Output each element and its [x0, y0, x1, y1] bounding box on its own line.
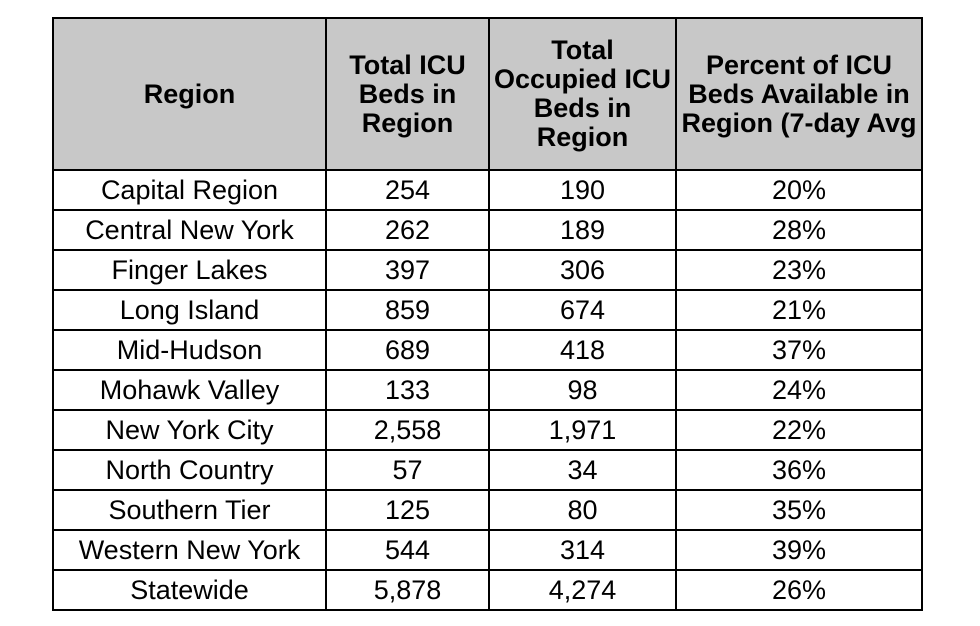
table-header: Region Total ICU Beds in Region Total Oc… [52, 17, 923, 171]
percent-available-cell: 26% [675, 569, 923, 611]
total-beds-cell: 859 [325, 289, 490, 331]
header-region: Region [52, 17, 327, 171]
region-cell: Western New York [52, 529, 327, 571]
table-row: North Country 57 34 36% [52, 449, 923, 491]
percent-available-cell: 36% [675, 449, 923, 491]
region-cell: Long Island [52, 289, 327, 331]
total-beds-cell: 689 [325, 329, 490, 371]
region-cell: Mohawk Valley [52, 369, 327, 411]
table-row: Long Island 859 674 21% [52, 289, 923, 331]
header-row: Region Total ICU Beds in Region Total Oc… [52, 17, 923, 171]
percent-available-cell: 28% [675, 209, 923, 251]
header-total-occupied-icu-beds: Total Occupied ICU Beds in Region [488, 17, 677, 171]
icu-beds-table: Region Total ICU Beds in Region Total Oc… [52, 17, 923, 611]
occupied-beds-cell: 4,274 [488, 569, 677, 611]
occupied-beds-cell: 418 [488, 329, 677, 371]
total-beds-cell: 397 [325, 249, 490, 291]
occupied-beds-cell: 34 [488, 449, 677, 491]
table-row: Mohawk Valley 133 98 24% [52, 369, 923, 411]
total-beds-cell: 125 [325, 489, 490, 531]
total-beds-cell: 133 [325, 369, 490, 411]
region-cell: Central New York [52, 209, 327, 251]
occupied-beds-cell: 1,971 [488, 409, 677, 451]
occupied-beds-cell: 314 [488, 529, 677, 571]
total-beds-cell: 57 [325, 449, 490, 491]
table-body: Capital Region 254 190 20% Central New York 2… [52, 169, 923, 611]
table-row: Mid-Hudson 689 418 37% [52, 329, 923, 371]
percent-available-cell: 35% [675, 489, 923, 531]
region-cell: Finger Lakes [52, 249, 327, 291]
table-row: Central New York 262 189 28% [52, 209, 923, 251]
table-row: Southern Tier 125 80 35% [52, 489, 923, 531]
percent-available-cell: 21% [675, 289, 923, 331]
occupied-beds-cell: 674 [488, 289, 677, 331]
table-row: New York City 2,558 1,971 22% [52, 409, 923, 451]
occupied-beds-cell: 98 [488, 369, 677, 411]
occupied-beds-cell: 306 [488, 249, 677, 291]
table-row: Statewide 5,878 4,274 26% [52, 569, 923, 611]
region-cell: Southern Tier [52, 489, 327, 531]
percent-available-cell: 24% [675, 369, 923, 411]
table-row: Capital Region 254 190 20% [52, 169, 923, 211]
percent-available-cell: 23% [675, 249, 923, 291]
region-cell: Statewide [52, 569, 327, 611]
region-cell: North Country [52, 449, 327, 491]
total-beds-cell: 5,878 [325, 569, 490, 611]
percent-available-cell: 20% [675, 169, 923, 211]
total-beds-cell: 2,558 [325, 409, 490, 451]
header-total-icu-beds: Total ICU Beds in Region [325, 17, 490, 171]
region-cell: New York City [52, 409, 327, 451]
region-cell: Capital Region [52, 169, 327, 211]
occupied-beds-cell: 80 [488, 489, 677, 531]
total-beds-cell: 262 [325, 209, 490, 251]
percent-available-cell: 22% [675, 409, 923, 451]
occupied-beds-cell: 190 [488, 169, 677, 211]
occupied-beds-cell: 189 [488, 209, 677, 251]
region-cell: Mid-Hudson [52, 329, 327, 371]
table-row: Western New York 544 314 39% [52, 529, 923, 571]
percent-available-cell: 39% [675, 529, 923, 571]
header-percent-available: Percent of ICU Beds Available in Region … [675, 17, 923, 171]
table-row: Finger Lakes 397 306 23% [52, 249, 923, 291]
total-beds-cell: 544 [325, 529, 490, 571]
percent-available-cell: 37% [675, 329, 923, 371]
total-beds-cell: 254 [325, 169, 490, 211]
